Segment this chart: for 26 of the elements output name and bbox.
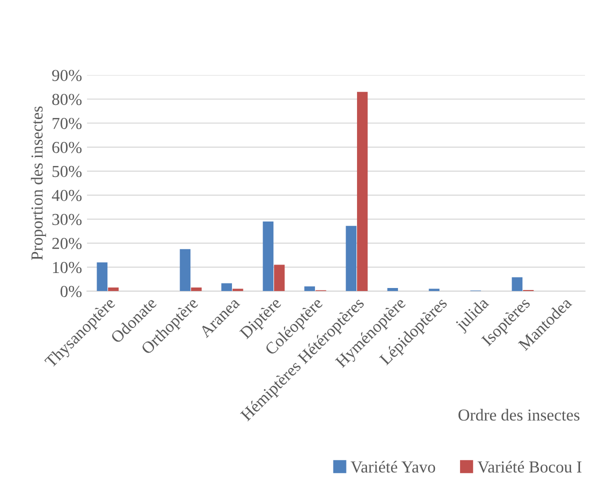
legend-label: Variété Yavo xyxy=(350,460,436,473)
bar xyxy=(387,288,398,292)
bar xyxy=(274,264,285,292)
bar xyxy=(221,283,232,292)
x-axis-title: Ordre des insectes xyxy=(458,408,580,421)
bar xyxy=(304,286,315,292)
bar xyxy=(108,288,119,292)
y-tick-label: 60% xyxy=(52,142,82,154)
bar xyxy=(262,222,274,292)
y-tick-label: 70% xyxy=(52,118,82,130)
y-tick-label: 30% xyxy=(52,214,82,226)
bar xyxy=(357,92,368,292)
bar xyxy=(512,277,522,292)
bar xyxy=(180,249,190,292)
y-axis-title: Proportion des insectes xyxy=(30,106,46,260)
y-tick-label: 40% xyxy=(52,190,82,202)
y-tick-label: 10% xyxy=(53,262,82,274)
y-tick-label: 90% xyxy=(52,70,82,82)
y-tick-label: 20% xyxy=(52,238,82,250)
bar xyxy=(191,288,202,292)
legend-label: Variété Bocou I xyxy=(478,460,582,473)
bar xyxy=(96,262,108,292)
bar xyxy=(346,226,356,292)
y-tick-label: 0% xyxy=(60,286,82,298)
y-tick-label: 80% xyxy=(52,94,82,106)
y-tick-label: 50% xyxy=(52,166,82,178)
